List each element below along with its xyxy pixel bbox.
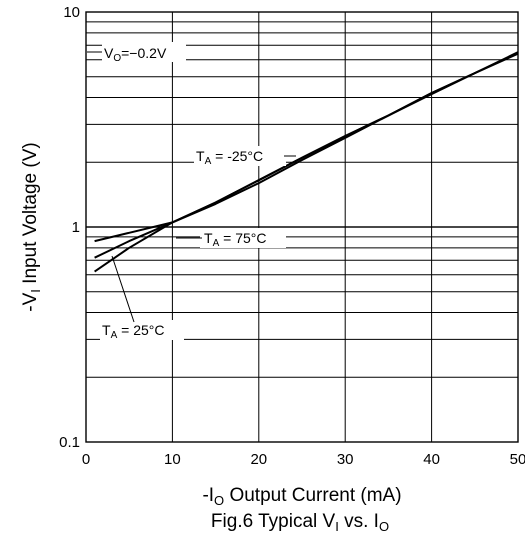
tick-labels: 0 10 20 30 40 50 0.1 1 10 [59, 4, 525, 468]
svg-text:TA = 75°C: TA = 75°C [204, 230, 266, 249]
svg-text:TA = 25°C: TA = 25°C [102, 322, 164, 341]
series-line-2 [94, 51, 519, 243]
y-axis-title: -VI Input Voltage (V) [20, 142, 43, 311]
chart-caption: Fig.6 Typical VI vs. IO [211, 511, 389, 534]
plot-frame [85, 11, 519, 443]
series-line-3 [94, 51, 519, 259]
annotation-ta-75: TA = 75°C [176, 228, 286, 249]
x-tick-label: 30 [337, 451, 354, 468]
x-tick-label: 20 [250, 451, 267, 468]
x-tick-label: 50 [510, 451, 525, 468]
svg-text:TA = -25°C: TA = -25°C [196, 148, 263, 167]
svg-text:VO=−0.2V: VO=−0.2V [104, 45, 167, 64]
y-tick-label: 0.1 [59, 434, 80, 451]
annotation-ta-25: TA = 25°C [100, 255, 184, 341]
x-tick-label: 40 [423, 451, 440, 468]
x-axis-title: -IO Output Current (mA) [202, 485, 401, 508]
annotation-vo: VO=−0.2V [87, 42, 186, 64]
x-tick-label: 10 [164, 451, 181, 468]
x-tick-label: 0 [82, 451, 90, 468]
y-tick-label: 10 [63, 4, 80, 21]
y-tick-label: 1 [72, 219, 80, 236]
series-layer [94, 51, 519, 273]
annotation-ta-minus25: TA = -25°C [194, 146, 296, 167]
